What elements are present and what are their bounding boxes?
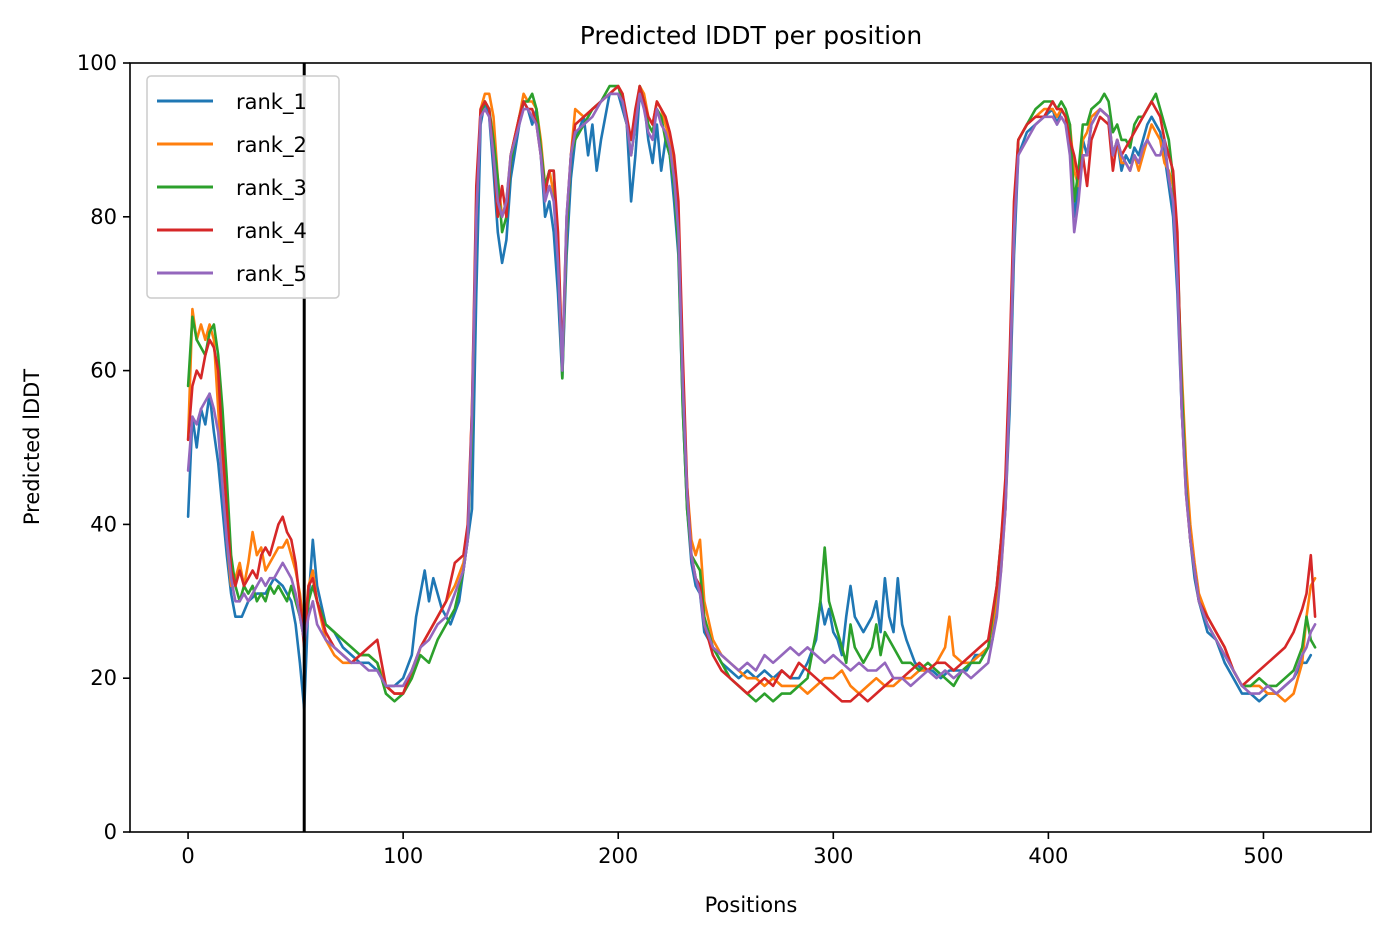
legend-label-rank-2: rank_2 (236, 133, 307, 158)
chart-title: Predicted lDDT per position (580, 21, 922, 50)
legend-label-rank-4: rank_4 (236, 219, 307, 244)
series-layer (186, 84, 1317, 711)
y-tick-label: 20 (90, 666, 117, 690)
x-tick-label: 100 (383, 844, 423, 868)
legend: rank_1 rank_2 rank_3 rank_4 rank_5 (146, 75, 340, 299)
legend-label-rank-5: rank_5 (236, 262, 307, 287)
legend-box (146, 75, 340, 299)
x-axis-title: Positions (705, 893, 798, 917)
x-tick-label: 400 (1028, 844, 1068, 868)
x-tick-label: 200 (598, 844, 638, 868)
x-tick-label: 300 (813, 844, 853, 868)
y-tick-label: 100 (77, 51, 117, 75)
y-tick-label: 60 (90, 359, 117, 383)
y-axis-title: Predicted lDDT (20, 369, 44, 525)
y-tick-label: 0 (104, 820, 117, 844)
y-tick-label: 40 (90, 512, 117, 536)
series-line-rank-5 (186, 92, 1317, 695)
x-tick-label: 500 (1243, 844, 1283, 868)
plot-frame (129, 62, 1372, 833)
x-tick-label: 0 (181, 844, 194, 868)
y-tick-label: 80 (90, 205, 117, 229)
axes-layer: 0 100 200 300 400 500 0 20 40 60 80 100 (77, 51, 1284, 868)
legend-label-rank-1: rank_1 (236, 90, 307, 115)
legend-label-rank-3: rank_3 (236, 176, 307, 201)
